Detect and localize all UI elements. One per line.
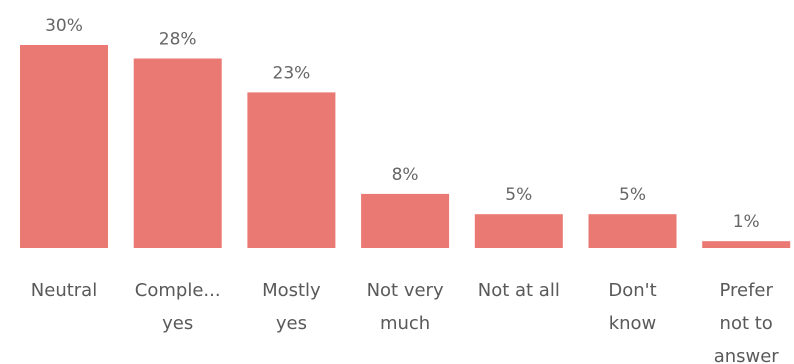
category-label-2-line-1: yes <box>276 313 307 334</box>
category-label-1-line-1: yes <box>162 313 193 334</box>
category-label-3-line-0: Not very <box>367 280 444 301</box>
bar-0 <box>20 45 108 248</box>
category-label-5-line-1: know <box>609 313 657 334</box>
category-label-4-line-0: Not at all <box>478 280 560 301</box>
value-label-1: 28% <box>159 30 197 50</box>
bar-2 <box>247 92 336 249</box>
category-label-6-line-2: answer <box>714 346 780 364</box>
value-label-5: 5% <box>619 185 646 205</box>
bar-3 <box>361 193 450 248</box>
bar-6 <box>702 241 791 248</box>
bar-4 <box>474 214 563 248</box>
bar-1 <box>133 58 222 248</box>
category-label-6-line-0: Prefer <box>719 280 773 301</box>
bar-5 <box>588 214 677 248</box>
category-label-2-line-0: Mostly <box>262 280 321 301</box>
category-label-3-line-1: much <box>380 313 430 334</box>
value-label-4: 5% <box>505 185 532 205</box>
category-label-1-line-0: Comple... <box>135 280 221 301</box>
category-label-5-line-0: Don't <box>608 280 656 301</box>
value-label-3: 8% <box>392 165 419 185</box>
value-label-6: 1% <box>733 212 760 232</box>
category-label-0-line-0: Neutral <box>31 280 97 301</box>
category-label-6-line-1: not to <box>720 313 773 334</box>
value-label-0: 30% <box>45 16 83 36</box>
value-label-2: 23% <box>273 63 311 83</box>
